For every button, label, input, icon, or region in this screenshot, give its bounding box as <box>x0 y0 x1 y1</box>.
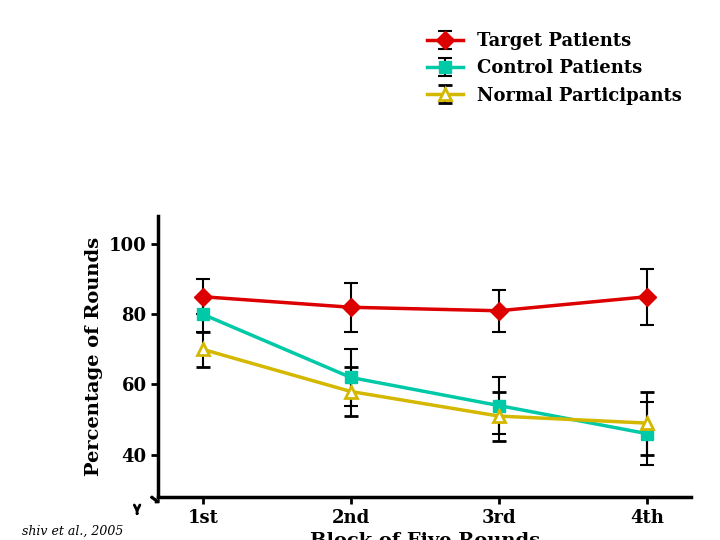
Legend: Target Patients, Control Patients, Normal Participants: Target Patients, Control Patients, Norma… <box>420 25 689 112</box>
Text: shiv et al., 2005: shiv et al., 2005 <box>22 524 123 538</box>
Y-axis label: Percentage of Rounds: Percentage of Rounds <box>85 237 103 476</box>
X-axis label: Block of Five Rounds: Block of Five Rounds <box>310 532 540 540</box>
